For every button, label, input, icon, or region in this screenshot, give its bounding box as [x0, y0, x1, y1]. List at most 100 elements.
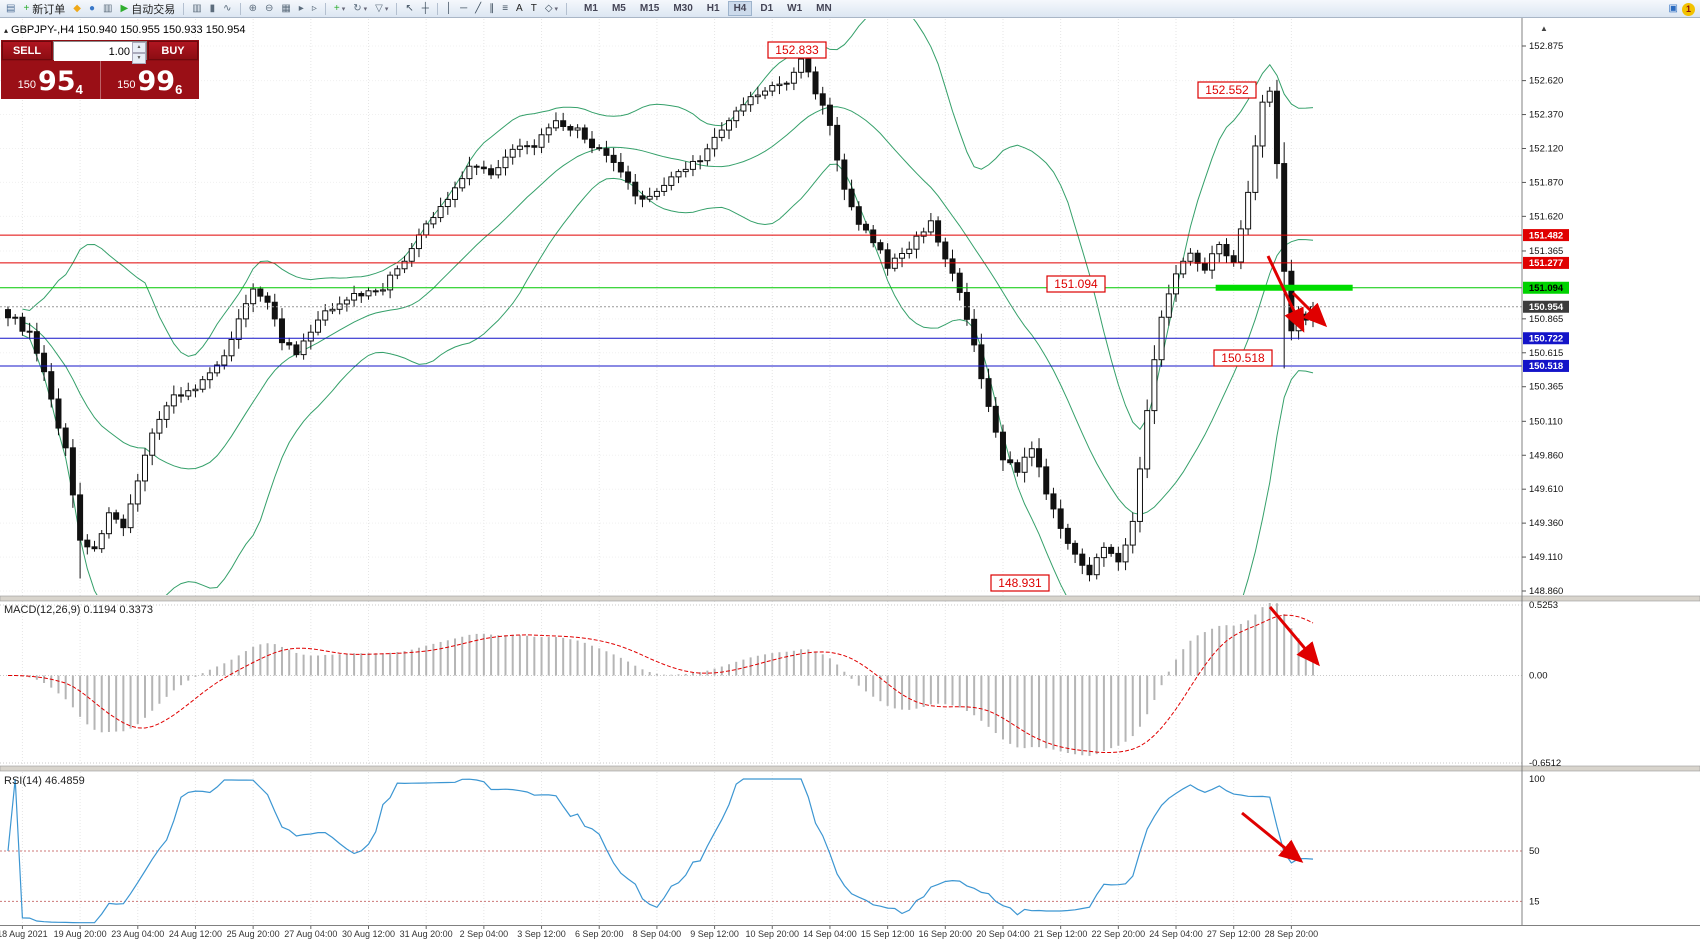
trend-arrow-3[interactable] [1268, 606, 1320, 667]
svg-text:8 Sep 04:00: 8 Sep 04:00 [633, 929, 682, 939]
volume-input[interactable] [54, 43, 146, 61]
shapes-icon-dropdown-icon[interactable]: ▾ [554, 5, 559, 13]
svg-text:150.865: 150.865 [1529, 314, 1563, 325]
periods-icon-dropdown-icon[interactable]: ▾ [363, 5, 368, 13]
new-order-button-label: 新订单 [32, 3, 66, 16]
charts-icon[interactable]: ▤ [3, 1, 18, 17]
buy-button[interactable]: BUY [148, 41, 198, 60]
timeframe-mn[interactable]: MN [816, 3, 832, 14]
trend-arrow-1[interactable] [1266, 255, 1305, 333]
svg-text:10 Sep 20:00: 10 Sep 20:00 [745, 929, 799, 939]
panel-separator[interactable] [0, 595, 1700, 602]
price-annotation-150.518[interactable]: 150.518 [1213, 349, 1273, 367]
community-icon[interactable]: ● [86, 1, 98, 17]
zoom-out-icon-glyph: ⊖ [264, 2, 274, 14]
one-click-panel-toggle-icon[interactable]: ▴ [4, 25, 9, 35]
templates-icon[interactable]: ▽ ▾ [372, 1, 391, 17]
svg-text:15 Sep 12:00: 15 Sep 12:00 [861, 929, 915, 939]
timeframe-h4[interactable]: H4 [727, 1, 753, 16]
text-icon-glyph: A [516, 2, 523, 14]
price-badge-150.722: 150.722 [1523, 332, 1569, 344]
toolbar-separator [396, 2, 398, 15]
chart-area[interactable]: MACD(12,26,9) 0.1194 0.3373 RSI(14) 46.48… [0, 18, 1700, 941]
cursor-icon[interactable]: ↖ [402, 1, 416, 17]
time-axis[interactable]: 18 Aug 2021 19 Aug 20:00 23 Aug 04:00 24 Au… [0, 925, 1700, 941]
channel-icon[interactable]: ∥ [486, 1, 497, 17]
chart-shift-icon[interactable]: ▹ [309, 1, 320, 17]
panel-separator[interactable] [0, 765, 1700, 772]
trend-arrow-2[interactable] [1291, 291, 1328, 328]
line-chart-type-icon[interactable]: ∿ [220, 1, 234, 17]
auto-scroll-icon[interactable]: ▸ [296, 1, 307, 17]
tile-windows-icon[interactable]: ▦ [278, 1, 293, 17]
candlestick-type-icon[interactable]: ▮ [207, 1, 219, 17]
price-annotation-151.094[interactable]: 151.094 [1046, 275, 1106, 293]
svg-text:149.860: 149.860 [1529, 450, 1563, 461]
buy-price[interactable]: 150 99 6 [101, 61, 200, 99]
timeframe-w1[interactable]: W1 [787, 3, 803, 14]
shapes-icon[interactable]: ◇ ▾ [542, 1, 561, 17]
timeframe-m5[interactable]: M5 [611, 3, 626, 14]
bollinger-lower [22, 163, 1314, 595]
vertical-line-icon[interactable]: │ [443, 1, 455, 17]
axis-scroll-icon[interactable]: ▲ [1540, 24, 1548, 33]
volume-spinner: ▲ ▼ [132, 42, 146, 64]
horizontal-lines-layer[interactable] [0, 234, 1522, 367]
bollinger-bands [22, 19, 1314, 595]
price-chart[interactable]: MACD(12,26,9) 0.1194 0.3373 RSI(14) 46.48… [0, 18, 1700, 941]
cursor-icon-glyph: ↖ [405, 2, 414, 14]
zoom-out-icon[interactable]: ⊖ [262, 1, 276, 17]
price-annotation-152.552[interactable]: 152.552 [1197, 81, 1257, 99]
auto-scroll-icon-glyph: ▸ [298, 2, 304, 14]
annotations-layer[interactable]: 152.833 152.552 151.094 150.518 148.931 [767, 41, 1273, 592]
indicators-icon[interactable]: + ▾ [331, 1, 348, 17]
volume-up-icon[interactable]: ▲ [132, 42, 146, 53]
zoom-in-icon[interactable]: ⊕ [246, 1, 260, 17]
sell-price[interactable]: 150 95 4 [1, 61, 100, 99]
svg-text:20 Sep 04:00: 20 Sep 04:00 [976, 929, 1030, 939]
line-chart-type-icon-glyph: ∿ [223, 2, 232, 14]
sell-button[interactable]: SELL [2, 41, 52, 60]
horizontal-line-icon[interactable]: ─ [457, 1, 470, 17]
svg-text:152.370: 152.370 [1529, 110, 1563, 121]
svg-text:150.110: 150.110 [1529, 416, 1563, 427]
toolbar-separator [239, 2, 241, 15]
price-annotation-148.931[interactable]: 148.931 [990, 574, 1050, 592]
crosshair-icon[interactable]: ┼ [419, 1, 432, 17]
community-icon-glyph: ● [89, 2, 96, 14]
timeframe-m1[interactable]: M1 [584, 3, 598, 14]
chart-shift-icon-glyph: ▹ [311, 2, 317, 14]
zoom-in-icon-glyph: ⊕ [248, 2, 257, 14]
svg-text:150.365: 150.365 [1529, 382, 1563, 393]
alerts-badge[interactable]: 1 [1682, 2, 1695, 16]
timeframe-d1[interactable]: D1 [760, 3, 774, 14]
svg-text:150.954: 150.954 [1529, 302, 1564, 313]
svg-text:151.620: 151.620 [1529, 211, 1563, 222]
new-order-button[interactable]: + 新订单 [20, 1, 68, 17]
trend-arrow-4[interactable] [1241, 811, 1304, 863]
price-annotation-152.833[interactable]: 152.833 [767, 41, 827, 59]
timeframe-m30[interactable]: M30 [673, 3, 693, 14]
fibonacci-icon[interactable]: ≡ [499, 1, 511, 17]
bar-chart-type-icon-glyph: ▥ [192, 2, 202, 14]
periods-icon[interactable]: ↻ ▾ [350, 1, 370, 17]
shapes-icon-glyph: ◇ [544, 2, 553, 14]
mql5-icon[interactable]: ▣ [1668, 3, 1678, 14]
trendline-icon[interactable]: ╱ [472, 1, 484, 17]
templates-icon-dropdown-icon[interactable]: ▾ [384, 5, 389, 13]
bar-chart-type-icon[interactable]: ▥ [189, 1, 204, 17]
metaquotes-icon[interactable]: ◆ [70, 1, 84, 17]
autotrading-button[interactable]: ▶ 自动交易 [118, 1, 179, 17]
svg-text:0.5253: 0.5253 [1529, 600, 1558, 611]
price-axis[interactable]: 152.875 152.620 152.370 152.120 151.870 151.6… [1521, 18, 1569, 925]
svg-text:100: 100 [1529, 774, 1545, 785]
macd-signal-line [8, 614, 1314, 753]
timeframe-h1[interactable]: H1 [706, 3, 720, 14]
crosshair-icon-glyph: ┼ [421, 2, 429, 14]
timeframe-m15[interactable]: M15 [639, 3, 660, 14]
volume-down-icon[interactable]: ▼ [132, 53, 146, 64]
text-icon[interactable]: A [513, 1, 526, 17]
market-watch-icon[interactable]: ▥ [100, 1, 115, 17]
text-label-icon[interactable]: T [528, 1, 540, 17]
indicators-icon-dropdown-icon[interactable]: ▾ [341, 5, 346, 13]
